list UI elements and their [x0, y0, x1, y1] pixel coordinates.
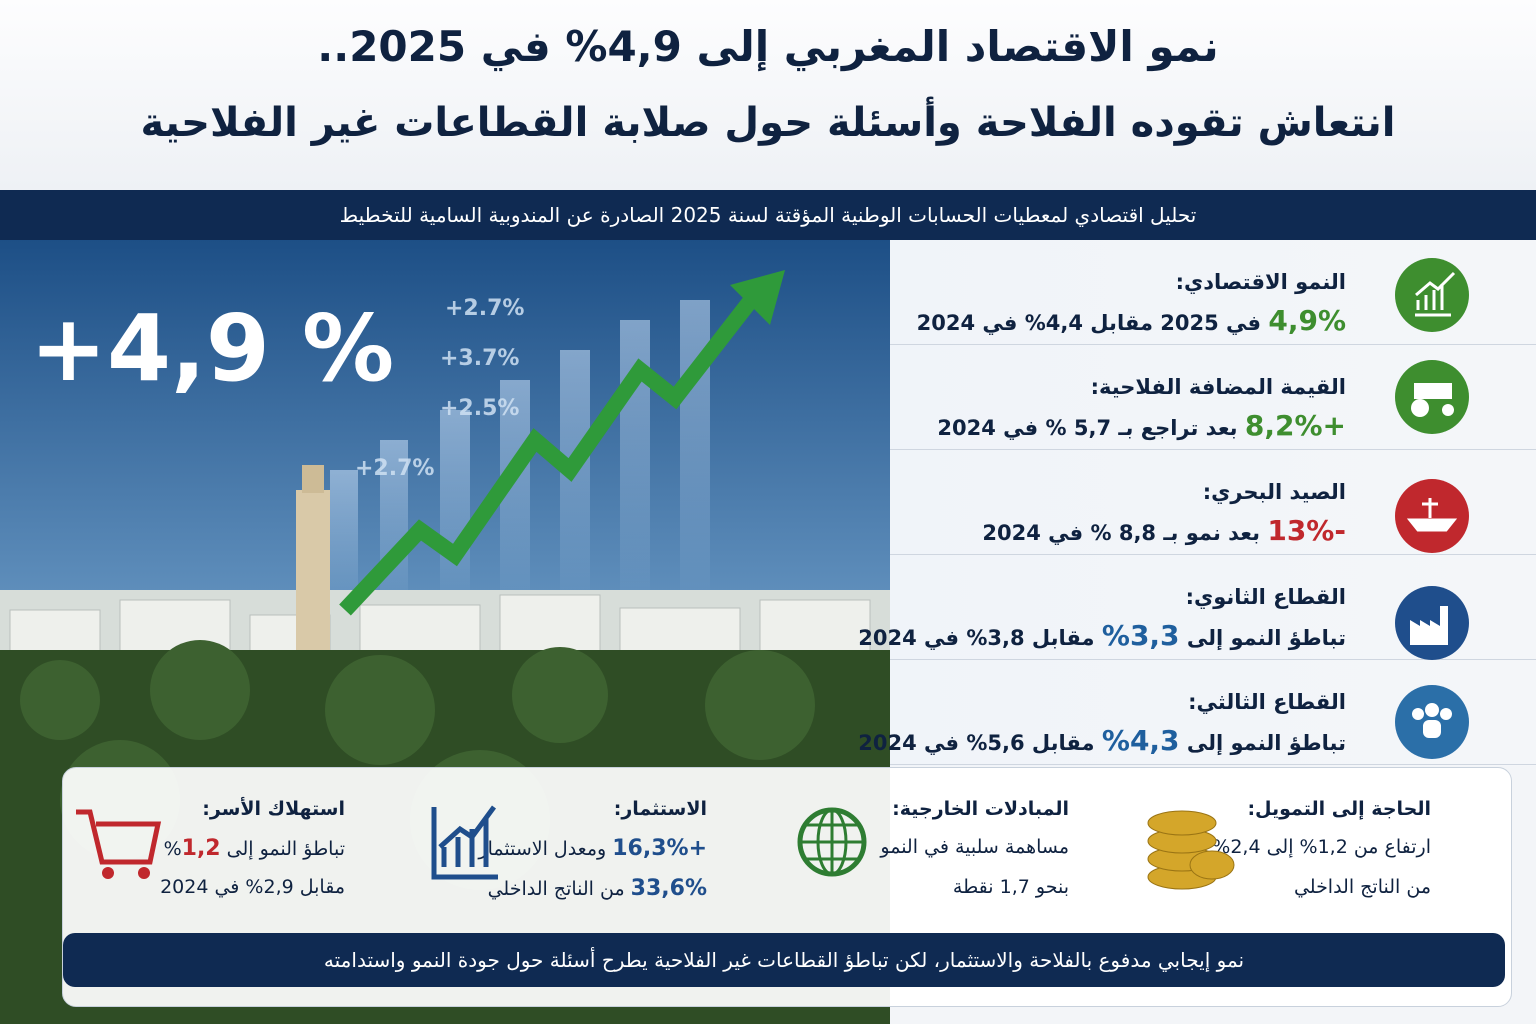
headline: +4,9 % — [30, 295, 394, 402]
subtitle: تحليل اقتصادي لمعطيات الحسابات الوطنية ا… — [0, 190, 1536, 240]
card-text: مساهمة سلبية في النمو — [880, 836, 1069, 858]
card-line: ارتفاع من 1,2% إلى 2,4% — [1212, 836, 1431, 858]
card-text: مقابل 2,9% في 2024 — [160, 876, 345, 898]
card: المبادلات الخارجية: مساهمة سلبية في النمو… — [787, 768, 1149, 928]
indicator-label: النمو الاقتصادي: — [1175, 270, 1346, 294]
indicator-rest: مقابل 3,8% في 2024 — [858, 626, 1095, 650]
indicator-label: القطاع الثالثي: — [1188, 690, 1346, 714]
card-icons — [76, 805, 1235, 890]
indicator-rest: مقابل 5,6% في 2024 — [858, 731, 1095, 755]
indicator-label: الصيد البحري: — [1202, 480, 1346, 504]
chart-label: +2.7% — [445, 296, 524, 321]
card-text: +16,3% — [612, 836, 707, 861]
card-line: +16,3% ومعدل الاستثمار — [478, 836, 707, 861]
indicator-value: +8,2% — [1244, 409, 1346, 442]
indicator-lead: تباطؤ النمو إلى — [1186, 626, 1346, 650]
card-title: استهلاك الأسر: — [202, 798, 345, 820]
card-text: ارتفاع من 1,2% إلى 2,4% — [1212, 836, 1431, 858]
indicator-text: 4,9% في 2025 مقابل 4,4% في 2024 — [917, 304, 1346, 337]
indicator-icons — [1395, 258, 1469, 759]
chart-label: +3.7% — [440, 346, 519, 371]
card-text: تباطؤ النمو إلى — [220, 838, 345, 860]
card-title: الحاجة إلى التمويل: — [1247, 798, 1431, 820]
card: الاستثمار: +16,3% ومعدل الاستثمار 33,6% من… — [425, 768, 787, 928]
indicator-lead: تباطؤ النمو إلى — [1186, 731, 1346, 755]
card-text: 33,6% — [630, 876, 707, 901]
card-line: 33,6% من الناتج الداخلي — [488, 876, 707, 901]
title: انتعاش تقوده الفلاحة وأسئلة حول صلابة ال… — [140, 100, 1396, 146]
card-text: من الناتج الداخلي — [1293, 876, 1431, 898]
indicator-row: الصيد البحري: -13% بعد نمو بـ 8,8 % في 20… — [890, 450, 1536, 555]
indicator-value: -13% — [1267, 514, 1346, 547]
card-line: بنحو 1,7 نقطة — [953, 876, 1069, 898]
card-text: بنحو 1,7 نقطة — [952, 876, 1069, 898]
indicator-value: 4,3% — [1101, 724, 1180, 757]
indicator-text: +8,2% بعد تراجع بـ 5,7 % في 2024 — [937, 409, 1346, 442]
card-title: الاستثمار: — [613, 798, 707, 820]
card: الحاجة إلى التمويل: ارتفاع من 1,2% إلى 2,… — [1149, 768, 1511, 928]
title: نمو الاقتصاد المغربي إلى 4,9% في 2025.. — [317, 22, 1219, 71]
card: استهلاك الأسر: تباطؤ النمو إلى 1,2% مقابل … — [63, 768, 425, 928]
indicator-text: تباطؤ النمو إلى 3,3% مقابل 3,8% في 2024 — [858, 619, 1346, 652]
footer-banner: نمو إيجابي مدفوع بالفلاحة والاستثمار، لك… — [63, 933, 1505, 987]
indicator-value: 4,9% — [1268, 304, 1346, 337]
indicator-row: القيمة المضافة الفلاحية: +8,2% بعد تراجع … — [890, 345, 1536, 450]
indicator-row: القطاع الثالثي: تباطؤ النمو إلى 4,3% مقاب… — [858, 660, 1536, 765]
indicator-label: القيمة المضافة الفلاحية: — [1090, 375, 1346, 399]
card-text: 1,2 — [181, 836, 221, 861]
indicator-text: -13% بعد نمو بـ 8,8 % في 2024 — [982, 514, 1346, 547]
card-line: مساهمة سلبية في النمو — [880, 836, 1069, 858]
indicator-row: النمو الاقتصادي: 4,9% في 2025 مقابل 4,4% … — [890, 240, 1536, 345]
indicator-row: القطاع الثانوي: تباطؤ النمو إلى 3,3% مقاب… — [858, 555, 1536, 660]
card-text: ومعدل الاستثمار — [478, 838, 613, 860]
indicator-label: القطاع الثانوي: — [1185, 585, 1346, 609]
chart-label: +2.7% — [355, 456, 434, 481]
indicator-rest: بعد تراجع بـ 5,7 % في 2024 — [937, 416, 1238, 440]
card-title: المبادلات الخارجية: — [892, 798, 1069, 820]
indicator-rest: بعد نمو بـ 8,8 % في 2024 — [982, 521, 1261, 545]
chart-label: +2.5% — [440, 396, 519, 421]
card-line: مقابل 2,9% في 2024 — [160, 876, 345, 898]
card-text: % — [163, 838, 182, 860]
indicator-text: تباطؤ النمو إلى 4,3% مقابل 5,6% في 2024 — [858, 724, 1346, 757]
header: نمو الاقتصاد المغربي إلى 4,9% في 2025.. … — [0, 0, 1536, 190]
card-line: تباطؤ النمو إلى 1,2% — [164, 836, 345, 861]
card-text: من الناتج الداخلي — [487, 878, 631, 900]
card-line: من الناتج الداخلي — [1294, 876, 1431, 898]
indicator-value: 3,3% — [1101, 619, 1180, 652]
indicator-rest: في 2025 مقابل 4,4% في 2024 — [916, 311, 1262, 335]
